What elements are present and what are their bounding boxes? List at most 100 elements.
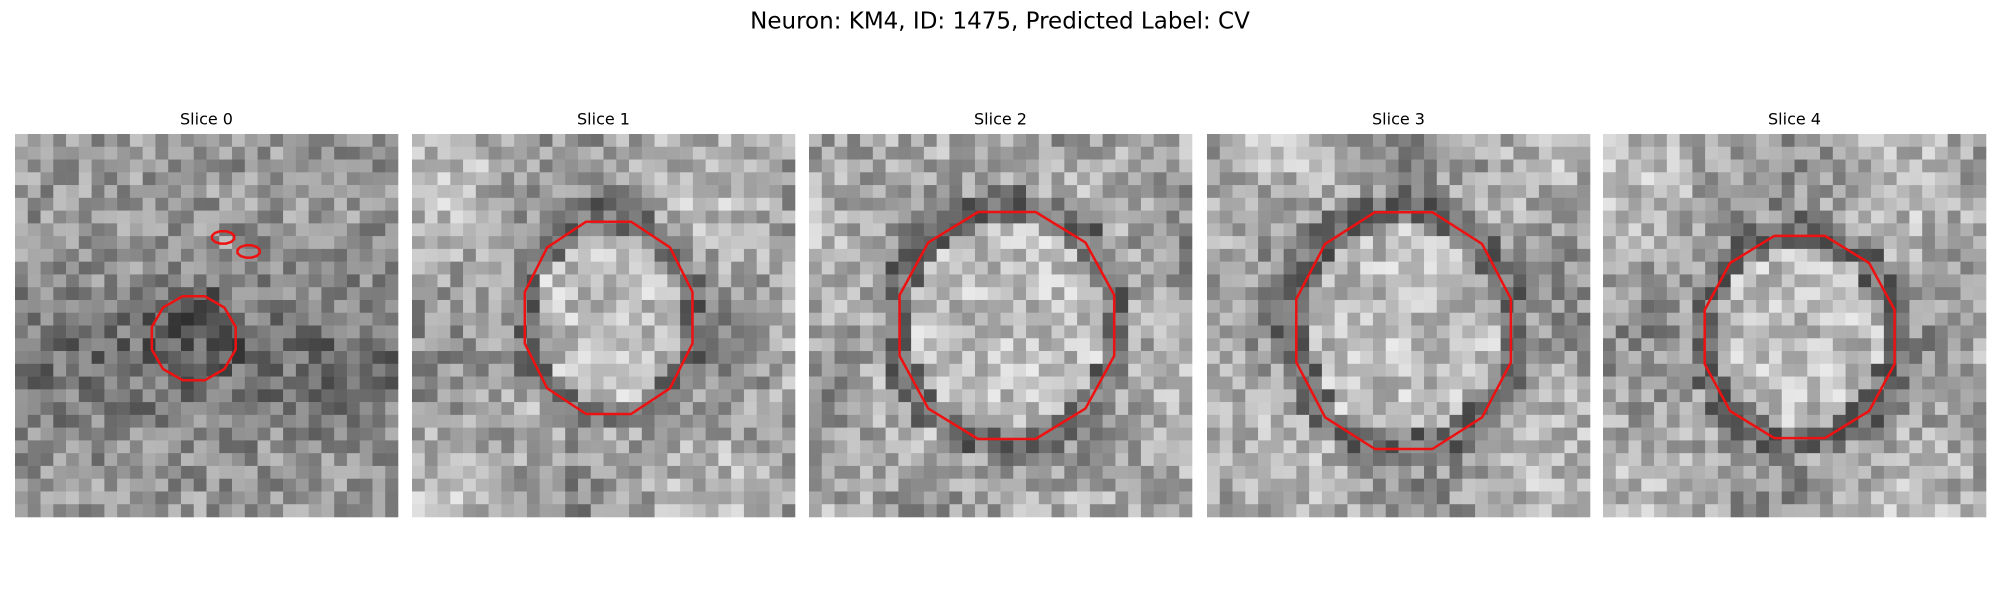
pixel bbox=[257, 223, 271, 237]
pixel bbox=[117, 223, 131, 237]
pixel bbox=[1487, 440, 1501, 454]
pixel bbox=[1500, 389, 1514, 403]
pixel bbox=[821, 134, 835, 148]
pixel bbox=[463, 299, 477, 314]
pixel bbox=[1947, 414, 1961, 428]
pixel bbox=[1513, 134, 1527, 148]
pixel bbox=[680, 236, 694, 250]
pixel bbox=[1871, 351, 1885, 365]
pixel bbox=[295, 312, 309, 326]
pixel bbox=[308, 504, 322, 518]
pixel bbox=[219, 185, 233, 199]
pixel bbox=[809, 389, 823, 403]
pixel bbox=[193, 325, 207, 339]
pixel bbox=[1207, 414, 1221, 428]
pixel bbox=[756, 197, 770, 211]
pixel bbox=[962, 172, 976, 186]
pixel bbox=[1140, 478, 1154, 492]
pixel bbox=[1730, 504, 1744, 518]
pixel bbox=[1102, 504, 1116, 518]
pixel bbox=[526, 274, 540, 288]
pixel bbox=[1692, 491, 1706, 505]
pixel bbox=[372, 427, 386, 441]
pixel bbox=[1475, 248, 1489, 262]
pixel bbox=[1858, 172, 1872, 186]
pixel bbox=[321, 197, 335, 211]
pixel bbox=[1666, 363, 1680, 377]
pixel bbox=[1166, 478, 1180, 492]
pixel bbox=[514, 197, 528, 211]
pixel bbox=[641, 261, 655, 275]
pixel bbox=[321, 134, 335, 148]
pixel bbox=[1756, 299, 1770, 314]
pixel bbox=[501, 465, 515, 479]
slice-image bbox=[1207, 134, 1591, 518]
pixel bbox=[359, 197, 373, 211]
pixel bbox=[680, 478, 694, 492]
pixel bbox=[1654, 389, 1668, 403]
pixel bbox=[1179, 134, 1193, 148]
pixel bbox=[1960, 453, 1974, 467]
pixel bbox=[1245, 312, 1259, 326]
pixel bbox=[616, 491, 630, 505]
pixel bbox=[412, 287, 426, 301]
pixel bbox=[705, 363, 719, 377]
pixel bbox=[1615, 223, 1629, 237]
pixel bbox=[667, 159, 681, 173]
pixel bbox=[1666, 274, 1680, 288]
pixel bbox=[1743, 261, 1757, 275]
pixel bbox=[1219, 236, 1233, 250]
pixel bbox=[295, 414, 309, 428]
pixel bbox=[936, 453, 950, 467]
pixel bbox=[1922, 185, 1936, 199]
pixel bbox=[1564, 287, 1578, 301]
pixel bbox=[385, 478, 399, 492]
pixel bbox=[872, 197, 886, 211]
pixel bbox=[872, 146, 886, 160]
pixel bbox=[475, 465, 489, 479]
pixel bbox=[1858, 134, 1872, 148]
pixel bbox=[1641, 363, 1655, 377]
pixel bbox=[1551, 299, 1565, 314]
pixel bbox=[1538, 325, 1552, 339]
pixel bbox=[1487, 185, 1501, 199]
pixel bbox=[219, 172, 233, 186]
pixel bbox=[565, 299, 579, 314]
pixel bbox=[539, 504, 553, 518]
pixel bbox=[15, 223, 29, 237]
pixel bbox=[1347, 338, 1361, 352]
pixel bbox=[962, 223, 976, 237]
pixel bbox=[1960, 210, 1974, 224]
pixel bbox=[475, 312, 489, 326]
pixel bbox=[142, 402, 156, 416]
pixel bbox=[654, 185, 668, 199]
pixel bbox=[1641, 287, 1655, 301]
pixel bbox=[1283, 134, 1297, 148]
pixel bbox=[91, 274, 105, 288]
pixel bbox=[129, 414, 143, 428]
pixel bbox=[1717, 134, 1731, 148]
pixel bbox=[1462, 427, 1476, 441]
pixel bbox=[1115, 414, 1129, 428]
pixel bbox=[577, 478, 592, 492]
pixel bbox=[257, 491, 271, 505]
pixel bbox=[283, 236, 297, 250]
pixel bbox=[1334, 134, 1348, 148]
pixel bbox=[1934, 402, 1948, 416]
pixel bbox=[1717, 312, 1731, 326]
pixel bbox=[180, 299, 195, 314]
pixel bbox=[1115, 427, 1129, 441]
pixel bbox=[974, 312, 989, 326]
pixel bbox=[1347, 440, 1361, 454]
pixel bbox=[1692, 159, 1706, 173]
pixel bbox=[15, 146, 29, 160]
pixel bbox=[1013, 478, 1027, 492]
pixel bbox=[1436, 185, 1450, 199]
pixel bbox=[526, 491, 540, 505]
pixel bbox=[1487, 274, 1501, 288]
pixel bbox=[885, 465, 899, 479]
pixel bbox=[1768, 465, 1783, 479]
pixel bbox=[692, 465, 706, 479]
pixel bbox=[743, 453, 757, 467]
pixel bbox=[334, 478, 348, 492]
